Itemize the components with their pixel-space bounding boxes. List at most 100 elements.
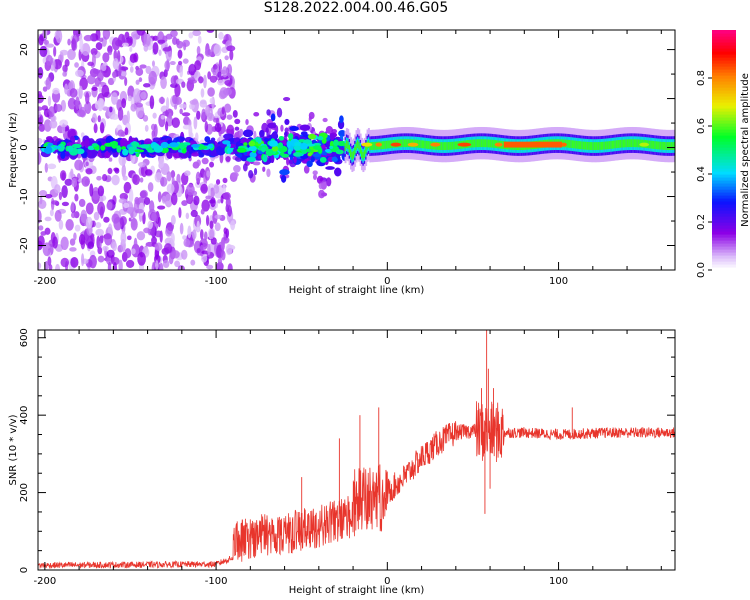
- noise-blob: [158, 262, 164, 270]
- colorbar-segment: [712, 93, 736, 97]
- band-blob: [198, 145, 208, 150]
- band-core: [385, 140, 388, 149]
- band-core: [596, 142, 599, 150]
- noise-blob: [223, 88, 232, 96]
- noise-blob: [189, 99, 199, 105]
- noise-blob: [102, 173, 108, 182]
- hot-spot: [361, 142, 373, 147]
- band-core: [374, 141, 377, 150]
- band-core: [571, 140, 574, 149]
- band-core: [578, 141, 581, 149]
- noise-blob: [47, 95, 52, 107]
- noise-blob: [162, 259, 170, 269]
- noise-blob: [253, 111, 260, 117]
- hot-spot: [494, 142, 503, 147]
- band-blob: [289, 126, 299, 132]
- band-blob: [335, 149, 344, 155]
- band-core: [635, 139, 638, 148]
- snr-x-tick-label: -200: [33, 576, 56, 587]
- noise-blob: [101, 84, 110, 98]
- noise-blob: [69, 88, 78, 98]
- noise-blob: [140, 91, 147, 100]
- colorbar-label: Normalized spectral amplitude: [740, 73, 750, 227]
- band-core: [348, 144, 351, 153]
- snr-x-tick-label: 0: [384, 576, 390, 587]
- band-core: [668, 142, 671, 150]
- noise-blob: [60, 236, 69, 251]
- colorbar-segment: [712, 219, 736, 223]
- noise-blob: [45, 54, 53, 66]
- band-core: [388, 140, 391, 149]
- noise-blob: [227, 263, 233, 270]
- band-core: [604, 141, 607, 150]
- noise-blob: [157, 191, 162, 203]
- noise-blob: [93, 123, 98, 134]
- noise-blob: [188, 32, 194, 39]
- band-core: [490, 139, 493, 148]
- band-core: [666, 142, 669, 150]
- noise-blob: [47, 256, 52, 267]
- colorbar-segment: [712, 261, 736, 265]
- band-core: [469, 139, 472, 148]
- noise-blob: [55, 30, 63, 44]
- noise-blob: [79, 38, 84, 53]
- noise-blob: [179, 103, 187, 109]
- noise-blob: [181, 81, 186, 88]
- noise-blob: [152, 112, 157, 119]
- colorbar-segment: [712, 84, 736, 88]
- band-blob: [334, 167, 342, 177]
- band-core: [579, 141, 582, 150]
- band-core: [352, 150, 355, 159]
- noise-blob: [142, 115, 149, 122]
- colorbar-segment: [712, 102, 736, 106]
- noise-blob: [217, 79, 225, 86]
- band-core: [438, 142, 441, 150]
- band-blob: [67, 145, 74, 153]
- noise-blob: [200, 183, 208, 194]
- band-core: [568, 139, 571, 148]
- band-blob: [305, 148, 312, 153]
- noise-blob: [73, 232, 77, 241]
- band-core: [420, 140, 423, 149]
- band-core: [621, 139, 624, 148]
- noise-blob: [97, 69, 104, 82]
- band-blob: [287, 133, 294, 140]
- band-core: [614, 140, 617, 149]
- snr-frame: [37, 329, 676, 571]
- noise-blob: [118, 259, 123, 270]
- noise-blob: [201, 250, 209, 255]
- band-core: [400, 139, 403, 148]
- colorbar-segment: [712, 264, 736, 268]
- noise-blob: [128, 217, 132, 222]
- band-core: [582, 141, 585, 150]
- noise-blob: [111, 113, 119, 120]
- colorbar-segment: [712, 36, 736, 40]
- colorbar-segment: [712, 132, 736, 136]
- band-blob: [140, 144, 150, 149]
- noise-blob: [85, 91, 90, 105]
- band-blob: [246, 156, 257, 163]
- noise-blob: [179, 108, 183, 115]
- noise-blob: [38, 110, 41, 118]
- noise-blob: [95, 228, 104, 237]
- colorbar-segment: [712, 138, 736, 142]
- noise-blob: [232, 109, 238, 118]
- noise-blob: [95, 30, 101, 41]
- colorbar-segment: [712, 87, 736, 91]
- noise-blob: [318, 182, 323, 190]
- noise-blob: [231, 172, 239, 178]
- noise-blob: [143, 197, 151, 206]
- colorbar-segment: [712, 174, 736, 178]
- noise-blob: [266, 109, 271, 116]
- colorbar-segment: [712, 165, 736, 169]
- noise-blob: [160, 114, 165, 120]
- noise-blob: [121, 42, 129, 47]
- noise-blob: [201, 254, 208, 263]
- noise-blob: [45, 193, 53, 199]
- noise-blob: [199, 229, 204, 240]
- colorbar-segment: [712, 210, 736, 214]
- noise-blob: [224, 103, 232, 113]
- colorbar-tick-label: 0.8: [696, 70, 707, 86]
- noise-blob: [48, 264, 53, 270]
- noise-blob: [119, 215, 127, 226]
